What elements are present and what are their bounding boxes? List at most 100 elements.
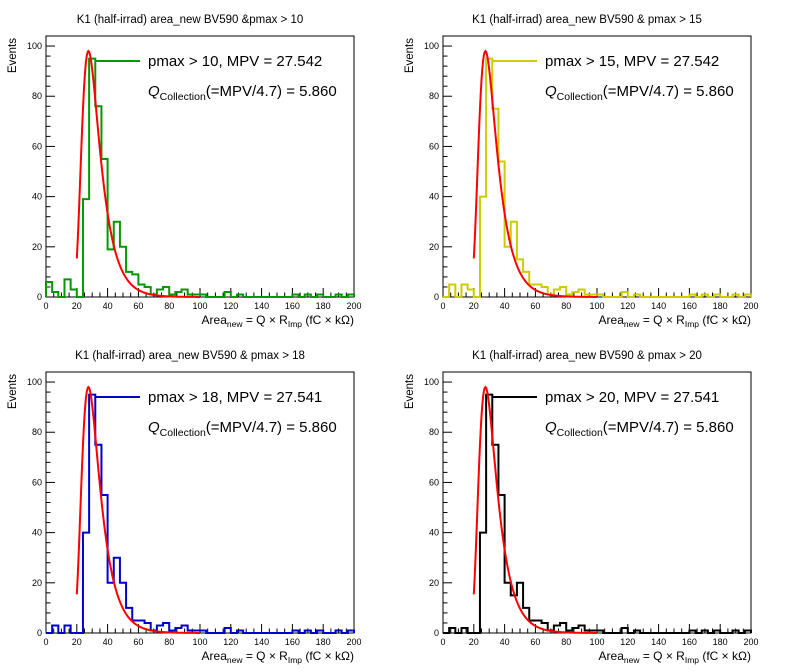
q-collection-annotation: QCollection(=MPV/4.7) = 5.860 <box>148 419 337 439</box>
legend-label: pmax > 20, MPV = 27.541 <box>545 389 719 406</box>
x-axis-label-main: Area <box>202 649 228 663</box>
y-tick-label: 40 <box>32 192 42 202</box>
x-tick-label: 40 <box>500 301 510 311</box>
y-tick-label: 80 <box>32 427 42 437</box>
chart-panel: K1 (half-irrad) area_new BV590 & pmax > … <box>7 350 362 665</box>
chart-title: K1 (half-irrad) area_new BV590 & pmax > … <box>472 350 702 362</box>
x-tick-label: 20 <box>72 301 82 311</box>
x-tick-label: 60 <box>133 301 143 311</box>
q-subscript: Collection <box>557 427 603 439</box>
chart-panel: K1 (half-irrad) area_new BV590 &pmax > 1… <box>7 14 362 329</box>
y-tick-label: 0 <box>37 292 42 302</box>
y-tick-label: 60 <box>429 141 439 151</box>
x-axis-label-sub: new <box>227 319 243 329</box>
x-tick-label: 60 <box>530 301 540 311</box>
x-axis-label: Areanew = Q × RImp (fC × kΩ) <box>599 649 751 665</box>
y-tick-label: 60 <box>32 477 42 487</box>
x-tick-label: 40 <box>500 637 510 647</box>
x-tick-label: 140 <box>254 637 269 647</box>
x-tick-label: 140 <box>254 301 269 311</box>
x-axis-label-tail: (fC × kΩ) <box>699 313 751 327</box>
x-tick-label: 0 <box>43 637 48 647</box>
histogram-series <box>46 393 355 634</box>
x-axis-label-rest: = Q × R <box>639 313 685 327</box>
y-axis-label: Events <box>7 38 19 73</box>
x-axis-label: Areanew = Q × RImp (fC × kΩ) <box>202 313 354 329</box>
x-axis-label-rest: = Q × R <box>242 649 288 663</box>
q-collection-annotation: QCollection(=MPV/4.7) = 5.860 <box>545 419 734 439</box>
landau-fit-curve <box>472 385 597 634</box>
y-tick-label: 20 <box>32 242 42 252</box>
x-tick-label: 140 <box>651 301 666 311</box>
landau-fit-curve <box>472 49 597 298</box>
histogram-series <box>443 393 752 634</box>
x-axis-label: Areanew = Q × RImp (fC × kΩ) <box>599 313 751 329</box>
x-tick-label: 80 <box>164 301 174 311</box>
x-tick-label: 200 <box>743 637 758 647</box>
histogram-series <box>443 57 752 298</box>
x-axis-label-sub: new <box>624 319 640 329</box>
x-axis-label-sub2: Imp <box>685 319 699 329</box>
legend-label: pmax > 10, MPV = 27.542 <box>148 53 322 70</box>
x-tick-label: 20 <box>469 301 479 311</box>
x-tick-label: 20 <box>72 637 82 647</box>
x-tick-label: 120 <box>620 301 635 311</box>
x-tick-label: 60 <box>133 637 143 647</box>
x-tick-label: 200 <box>346 637 361 647</box>
x-tick-label: 80 <box>561 301 571 311</box>
x-axis-label-sub: new <box>227 655 243 665</box>
q-value: (=MPV/4.7) = 5.860 <box>603 419 734 436</box>
y-tick-label: 80 <box>32 91 42 101</box>
y-tick-label: 80 <box>429 427 439 437</box>
chart-panel: K1 (half-irrad) area_new BV590 & pmax > … <box>404 350 759 665</box>
x-tick-label: 0 <box>440 301 445 311</box>
landau-fit-curve <box>75 385 200 634</box>
x-tick-label: 180 <box>316 301 331 311</box>
x-tick-label: 120 <box>223 301 238 311</box>
y-tick-label: 40 <box>429 528 439 538</box>
q-value: (=MPV/4.7) = 5.860 <box>206 83 337 100</box>
x-axis-label-tail: (fC × kΩ) <box>302 649 354 663</box>
q-subscript: Collection <box>160 427 206 439</box>
x-tick-label: 200 <box>743 301 758 311</box>
y-tick-label: 20 <box>429 578 439 588</box>
y-tick-label: 80 <box>429 91 439 101</box>
x-tick-label: 100 <box>192 637 207 647</box>
y-tick-label: 20 <box>429 242 439 252</box>
x-tick-label: 100 <box>589 301 604 311</box>
x-axis-label-rest: = Q × R <box>242 313 288 327</box>
q-subscript: Collection <box>160 91 206 103</box>
x-tick-label: 140 <box>651 637 666 647</box>
y-tick-label: 0 <box>37 628 42 638</box>
x-tick-label: 40 <box>103 301 113 311</box>
x-tick-label: 180 <box>316 637 331 647</box>
q-symbol: Q <box>148 83 160 100</box>
y-tick-label: 100 <box>424 41 439 51</box>
x-tick-label: 60 <box>530 637 540 647</box>
chart-panel: K1 (half-irrad) area_new BV590 & pmax > … <box>404 14 759 329</box>
x-axis-label-tail: (fC × kΩ) <box>699 649 751 663</box>
x-axis-label-sub2: Imp <box>288 319 302 329</box>
x-tick-label: 0 <box>440 637 445 647</box>
y-tick-label: 60 <box>429 477 439 487</box>
x-axis-label-sub: new <box>624 655 640 665</box>
y-tick-label: 100 <box>27 41 42 51</box>
y-tick-label: 0 <box>434 628 439 638</box>
chart-title: K1 (half-irrad) area_new BV590 & pmax > … <box>75 350 305 362</box>
x-axis-label-sub2: Imp <box>685 655 699 665</box>
landau-fit-curve <box>75 49 200 298</box>
x-tick-label: 80 <box>561 637 571 647</box>
chart-title: K1 (half-irrad) area_new BV590 &pmax > 1… <box>77 14 304 26</box>
x-axis-label-main: Area <box>599 313 625 327</box>
q-value: (=MPV/4.7) = 5.860 <box>206 419 337 436</box>
x-axis-label: Areanew = Q × RImp (fC × kΩ) <box>202 649 354 665</box>
x-axis-label-tail: (fC × kΩ) <box>302 313 354 327</box>
q-subscript: Collection <box>557 91 603 103</box>
y-tick-label: 40 <box>32 528 42 538</box>
y-axis-label: Events <box>404 374 416 409</box>
x-tick-label: 100 <box>192 301 207 311</box>
legend-label: pmax > 18, MPV = 27.541 <box>148 389 322 406</box>
q-symbol: Q <box>545 83 557 100</box>
x-tick-label: 160 <box>285 637 300 647</box>
